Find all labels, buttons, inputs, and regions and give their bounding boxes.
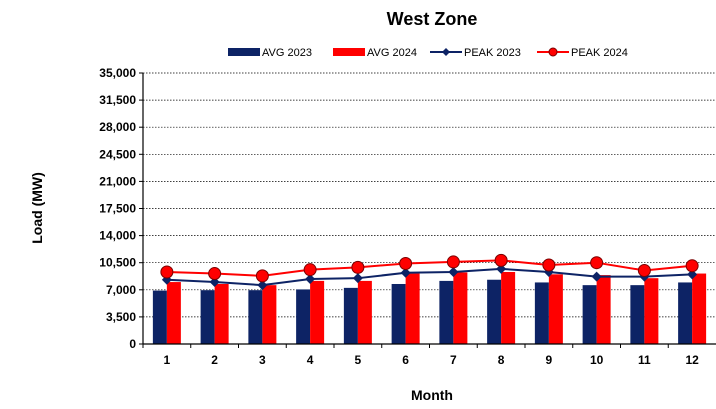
y-tick-label: 35,000 xyxy=(99,66,136,80)
chart-title: West Zone xyxy=(387,9,478,29)
bar-avg-2024 xyxy=(453,272,468,344)
marker-peak-2024 xyxy=(446,255,460,269)
marker-peak-2023 xyxy=(352,273,363,284)
marker-peak-2024 xyxy=(255,269,269,283)
x-tick-label: 9 xyxy=(546,353,553,367)
bar-avg-2023 xyxy=(582,285,597,344)
x-tick-label: 7 xyxy=(450,353,457,367)
bar-avg-2024 xyxy=(214,283,229,344)
x-tick-label: 8 xyxy=(498,353,505,367)
bar-avg-2024 xyxy=(548,274,563,344)
bar-avg-2024 xyxy=(501,271,516,344)
marker-peak-2024 xyxy=(590,256,604,270)
bar-avg-2024 xyxy=(644,278,659,344)
gridlines xyxy=(143,72,716,318)
x-tick-label: 5 xyxy=(355,353,362,367)
y-tick-label: 28,000 xyxy=(99,120,136,134)
marker-peak-2024 xyxy=(494,253,508,267)
legend-marker-peak-2023 xyxy=(442,48,450,56)
bar-avg-2024 xyxy=(262,285,277,344)
x-tick-label: 6 xyxy=(402,353,409,367)
legend-swatch-avg-2023 xyxy=(228,48,260,56)
legend-label-peak-2024: PEAK 2024 xyxy=(571,47,628,59)
legend-marker-peak-2024 xyxy=(548,47,558,57)
line-peak-2024 xyxy=(166,259,693,277)
marker-peak-2024 xyxy=(399,256,413,270)
bar-avg-2023 xyxy=(152,290,167,344)
x-tick-label: 2 xyxy=(211,353,218,367)
marker-peak-2024 xyxy=(351,260,365,274)
bar-avg-2023 xyxy=(439,280,454,344)
y-tick-label: 24,500 xyxy=(99,147,136,161)
legend-swatch-avg-2024 xyxy=(333,48,365,56)
bar-avg-2023 xyxy=(200,290,215,344)
y-tick-label: 14,000 xyxy=(99,229,136,243)
legend-label-avg-2023: AVG 2023 xyxy=(262,47,312,59)
axes: 0 3,500 7,000 10,500 14,000 17,500 21,000 24,50… xyxy=(99,66,716,367)
y-tick-label: 7,000 xyxy=(106,283,136,297)
marker-peak-2023 xyxy=(591,271,602,282)
bar-avg-2024 xyxy=(692,273,707,344)
bar-avg-2024 xyxy=(357,280,372,344)
y-tick-label: 31,500 xyxy=(99,93,136,107)
bar-avg-2023 xyxy=(630,285,645,344)
y-tick-label: 3,500 xyxy=(106,310,136,324)
marker-peak-2024 xyxy=(542,258,556,272)
bar-avg-2023 xyxy=(343,287,358,344)
bar-avg-2023 xyxy=(391,283,406,344)
x-tick-label: 3 xyxy=(259,353,266,367)
marker-peak-2023 xyxy=(687,269,698,280)
marker-peak-2023 xyxy=(448,266,459,277)
lines xyxy=(160,253,699,291)
legend: AVG 2023 AVG 2024 PEAK 2023 PEAK 2024 xyxy=(228,47,628,59)
y-tick-label: 10,500 xyxy=(99,256,136,270)
y-tick-label: 17,500 xyxy=(99,202,136,216)
marker-peak-2024 xyxy=(160,265,174,279)
line-peak-2023 xyxy=(166,267,693,287)
bar-avg-2024 xyxy=(596,275,611,344)
x-tick-label: 11 xyxy=(638,353,651,367)
bar-avg-2024 xyxy=(166,282,181,344)
legend-label-peak-2023: PEAK 2023 xyxy=(464,47,521,59)
bars xyxy=(152,271,707,344)
bar-avg-2023 xyxy=(487,279,502,344)
legend-label-avg-2024: AVG 2024 xyxy=(367,47,417,59)
y-tick-label: 21,000 xyxy=(99,174,136,188)
marker-peak-2023 xyxy=(209,277,220,288)
marker-peak-2024 xyxy=(208,267,222,281)
marker-peak-2023 xyxy=(496,263,507,274)
x-tick-label: 10 xyxy=(590,353,604,367)
x-axis-title: Month xyxy=(411,387,453,403)
bar-avg-2024 xyxy=(310,280,325,344)
marker-peak-2024 xyxy=(303,263,317,277)
bar-avg-2024 xyxy=(405,273,420,344)
x-tick-label: 12 xyxy=(685,353,699,367)
marker-peak-2024 xyxy=(685,259,699,273)
marker-peak-2023 xyxy=(257,280,268,291)
bar-avg-2023 xyxy=(678,282,693,344)
x-tick-label: 4 xyxy=(307,353,314,367)
bar-avg-2023 xyxy=(296,289,311,344)
marker-peak-2024 xyxy=(637,263,651,277)
marker-peak-2023 xyxy=(400,267,411,278)
bar-avg-2023 xyxy=(534,282,549,344)
bar-avg-2023 xyxy=(248,290,263,344)
x-tick-label: 1 xyxy=(164,353,171,367)
y-tick-label: 0 xyxy=(129,337,136,351)
marker-peak-2023 xyxy=(305,273,316,284)
y-axis-title: Load (MW) xyxy=(29,172,45,244)
